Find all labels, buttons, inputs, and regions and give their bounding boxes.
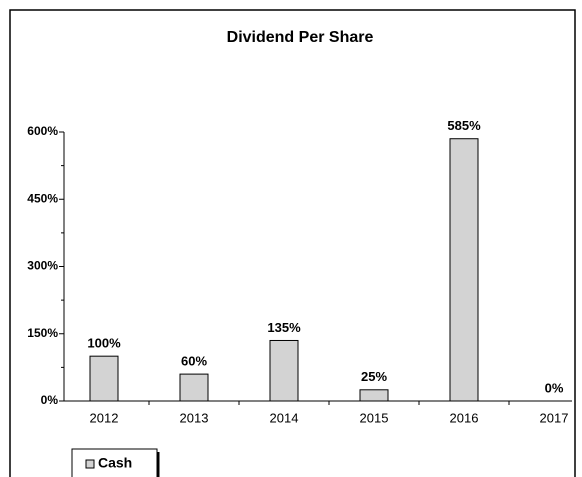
- y-tick-label: 600%: [27, 124, 58, 138]
- data-label: 0%: [545, 380, 564, 395]
- data-label: 25%: [361, 369, 387, 384]
- chart-title: Dividend Per Share: [227, 29, 374, 46]
- data-label: 100%: [87, 336, 121, 351]
- y-tick-label: 450%: [27, 191, 58, 205]
- bar: [359, 389, 389, 402]
- x-tick-label: 2016: [450, 410, 479, 425]
- bar: [89, 355, 119, 402]
- legend-swatch: [85, 459, 95, 469]
- legend-label: Cash: [98, 455, 132, 471]
- y-tick-label: 0%: [41, 393, 59, 407]
- legend-box: [71, 448, 158, 477]
- x-tick-label: 2015: [360, 410, 389, 425]
- chart-border: [9, 9, 576, 477]
- data-label: 585%: [447, 118, 481, 133]
- bar: [269, 339, 299, 402]
- bar: [449, 138, 479, 402]
- data-label: 60%: [181, 354, 207, 369]
- x-tick-label: 2014: [270, 410, 299, 425]
- data-label: 135%: [267, 320, 301, 335]
- bar: [179, 373, 209, 402]
- x-tick-label: 2013: [180, 410, 209, 425]
- x-tick-label: 2017: [540, 410, 569, 425]
- y-tick-label: 300%: [27, 259, 58, 273]
- y-tick-label: 150%: [27, 326, 58, 340]
- x-tick-label: 2012: [90, 410, 119, 425]
